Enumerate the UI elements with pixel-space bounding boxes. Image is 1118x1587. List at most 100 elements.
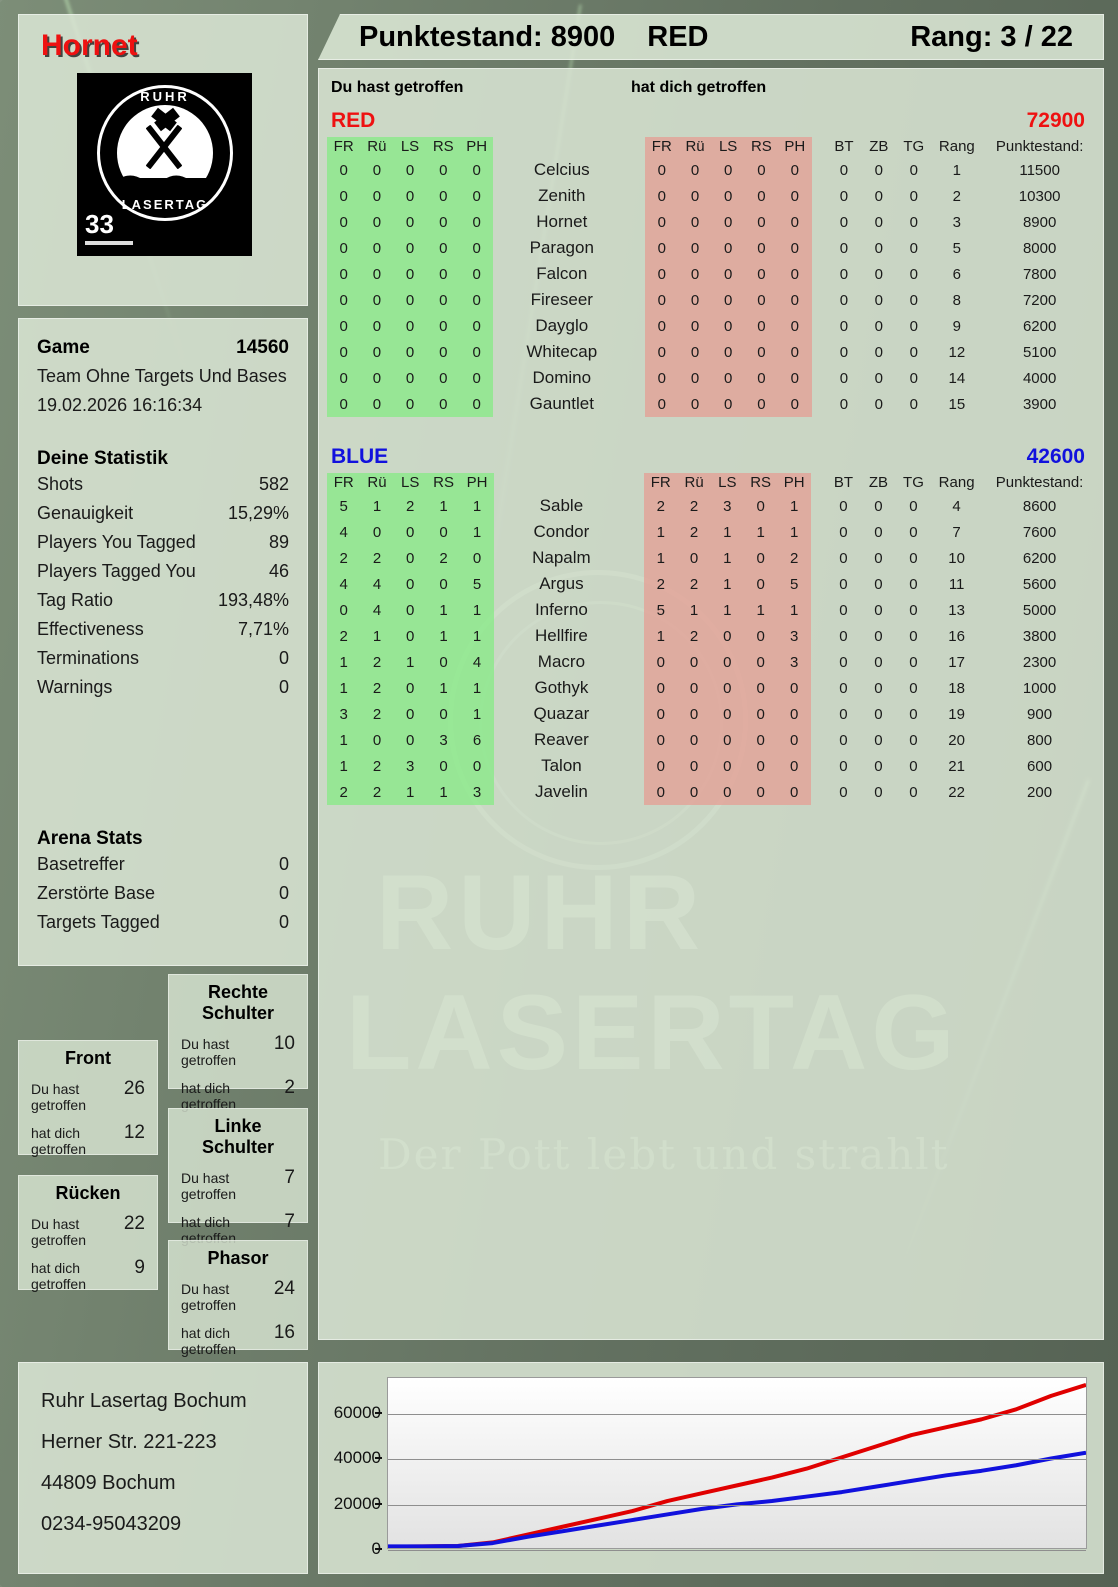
bodypart-hit-value: 26 xyxy=(123,1078,145,1099)
cell-hit: 0 xyxy=(393,597,427,623)
cell-player-name: Domino xyxy=(532,368,592,387)
cell-misc: 0 xyxy=(874,731,883,749)
table-row[interactable]: 3 2 0 0 1 Quazar 0 0 0 0 0 0 0 0 19 900 xyxy=(327,701,1097,727)
cell-got: 1 xyxy=(777,519,811,545)
cell-misc: 0 xyxy=(839,523,848,541)
bodypart-title: Rechte Schulter xyxy=(201,982,275,1023)
cell-rank: 13 xyxy=(948,601,965,619)
cell-hit: 1 xyxy=(460,675,494,701)
table-row[interactable]: 0 0 0 0 0 Whitecap 0 0 0 0 0 0 0 0 12 5100 xyxy=(327,339,1097,365)
bodypart-box-phasor: Phasor Du hast getroffen 24 hat dich getrof… xyxy=(168,1240,308,1357)
cell-got: 0 xyxy=(678,261,712,287)
cell-hit: 0 xyxy=(327,287,361,313)
wave-icon xyxy=(119,175,211,189)
cell-got: 1 xyxy=(644,519,678,545)
table-row[interactable]: 0 0 0 0 0 Domino 0 0 0 0 0 0 0 0 14 4000 xyxy=(327,365,1097,391)
cell-points: 8000 xyxy=(1022,239,1057,257)
table-row[interactable]: 0 0 0 0 0 Celcius 0 0 0 0 0 0 0 0 1 11500 xyxy=(327,157,1097,183)
cell-hit: 1 xyxy=(360,493,394,519)
table-row[interactable]: 0 0 0 0 0 Zenith 0 0 0 0 0 0 0 0 2 10300 xyxy=(327,183,1097,209)
bodypart-got-value: 2 xyxy=(284,1077,295,1098)
table-row[interactable]: 1 2 1 0 4 Macro 0 0 0 0 3 0 0 0 17 2300 xyxy=(327,649,1097,675)
cell-rank: 9 xyxy=(952,317,961,335)
cell-got: 0 xyxy=(711,365,745,391)
cell-hit: 4 xyxy=(360,597,394,623)
cell-player-name: Gauntlet xyxy=(529,394,594,413)
cell-hit: 0 xyxy=(360,235,394,261)
cell-rank: 7 xyxy=(952,523,961,541)
bodypart-hit-row: Du hast getroffen 22 xyxy=(31,1213,145,1248)
col-head-hit: Rü xyxy=(360,473,394,493)
cell-got: 0 xyxy=(678,209,712,235)
col-head-hit: FR xyxy=(327,473,361,493)
cell-points: 900 xyxy=(1027,705,1053,723)
arena-stats-list: Basetreffer 0 Zerstörte Base 0 Targets Tagge… xyxy=(37,850,289,937)
cell-rank: 17 xyxy=(948,653,965,671)
col-head-rank: Rang xyxy=(938,474,975,491)
cell-hit: 0 xyxy=(393,571,427,597)
cell-hit: 1 xyxy=(460,493,494,519)
cell-misc: 0 xyxy=(839,317,849,335)
cell-hit: 0 xyxy=(426,365,460,391)
arena-stat-row: Basetreffer 0 xyxy=(37,850,289,879)
cell-misc: 0 xyxy=(874,757,883,775)
stat-value: 193,48% xyxy=(217,590,289,610)
table-row[interactable]: 2 2 0 2 0 Napalm 1 0 1 0 2 0 0 0 10 6200 xyxy=(327,545,1097,571)
col-head-misc: ZB xyxy=(868,474,888,491)
cell-hit: 0 xyxy=(327,183,361,209)
cell-hit: 4 xyxy=(327,519,361,545)
club-logo: RUHR LASERTAG 33 xyxy=(77,73,252,256)
table-row[interactable]: 0 0 0 0 0 Paragon 0 0 0 0 0 0 0 0 5 8000 xyxy=(327,235,1097,261)
bodypart-hit-row: Du hast getroffen 26 xyxy=(31,1078,145,1113)
cell-hit: 6 xyxy=(460,727,494,753)
bodypart-hit-label: Du hast getroffen xyxy=(181,1036,237,1068)
col-gap xyxy=(811,675,826,701)
cell-misc: 0 xyxy=(839,627,848,645)
cell-player-name: Inferno xyxy=(534,600,588,619)
cell-points: 5100 xyxy=(1022,343,1057,361)
col-gap xyxy=(629,623,644,649)
cell-got: 0 xyxy=(743,753,778,779)
game-row: Game 14560 xyxy=(37,333,289,362)
cell-misc: 0 xyxy=(909,265,918,283)
col-gap xyxy=(811,727,826,753)
table-row[interactable]: 0 0 0 0 0 Hornet 0 0 0 0 0 0 0 0 3 8900 xyxy=(327,209,1097,235)
table-row[interactable]: 0 0 0 0 0 Dayglo 0 0 0 0 0 0 0 0 9 6200 xyxy=(327,313,1097,339)
cell-misc: 0 xyxy=(909,291,918,309)
table-row[interactable]: 5 1 2 1 1 Sable 2 2 3 0 1 0 0 0 4 8600 xyxy=(327,493,1097,519)
cell-misc: 0 xyxy=(839,497,848,515)
table-row[interactable]: 0 0 0 0 0 Falcon 0 0 0 0 0 0 0 0 6 7800 xyxy=(327,261,1097,287)
table-row[interactable]: 2 2 1 1 3 Javelin 0 0 0 0 0 0 0 0 22 200 xyxy=(327,779,1097,805)
cell-misc: 0 xyxy=(909,731,918,749)
table-row[interactable]: 0 4 0 1 1 Inferno 5 1 1 1 1 0 0 0 13 5000 xyxy=(327,597,1097,623)
col-head-got: PH xyxy=(778,137,812,157)
cell-got: 0 xyxy=(677,701,711,727)
table-row[interactable]: 1 2 3 0 0 Talon 0 0 0 0 0 0 0 0 21 600 xyxy=(327,753,1097,779)
cell-hit: 0 xyxy=(393,365,427,391)
cell-hit: 0 xyxy=(360,391,394,417)
cell-player-name: Gothyk xyxy=(534,678,589,697)
cell-got: 0 xyxy=(711,287,745,313)
arena-stat-value: 0 xyxy=(278,912,289,932)
col-gap xyxy=(630,391,645,417)
bodypart-box-right-shoulder: Rechte Schulter Du hast getroffen 10 hat di… xyxy=(168,974,308,1112)
team-name-red: RED xyxy=(331,109,376,132)
col-gap xyxy=(629,727,644,753)
cell-got: 0 xyxy=(744,339,779,365)
table-row[interactable]: 4 4 0 0 5 Argus 2 2 1 0 5 0 0 0 11 5600 xyxy=(327,571,1097,597)
cell-hit: 0 xyxy=(393,623,427,649)
table-row[interactable]: 1 2 0 1 1 Gothyk 0 0 0 0 0 0 0 0 18 1000 xyxy=(327,675,1097,701)
cell-got: 0 xyxy=(644,779,678,805)
table-row[interactable]: 1 0 0 3 6 Reaver 0 0 0 0 0 0 0 0 20 800 xyxy=(327,727,1097,753)
cell-got: 0 xyxy=(677,649,711,675)
cell-points: 6200 xyxy=(1022,317,1057,335)
col-gap xyxy=(812,339,827,365)
col-gap xyxy=(811,473,826,493)
table-row[interactable]: 0 0 0 0 0 Fireseer 0 0 0 0 0 0 0 0 8 7200 xyxy=(327,287,1097,313)
logo-ring-icon xyxy=(97,85,233,221)
cell-hit: 0 xyxy=(393,209,427,235)
table-row[interactable]: 4 0 0 0 1 Condor 1 2 1 1 1 0 0 0 7 7600 xyxy=(327,519,1097,545)
table-row[interactable]: 2 1 0 1 1 Hellfire 1 2 0 0 3 0 0 0 16 3800 xyxy=(327,623,1097,649)
table-row[interactable]: 0 0 0 0 0 Gauntlet 0 0 0 0 0 0 0 0 15 3900 xyxy=(327,391,1097,417)
cell-player-name: Napalm xyxy=(532,548,591,567)
